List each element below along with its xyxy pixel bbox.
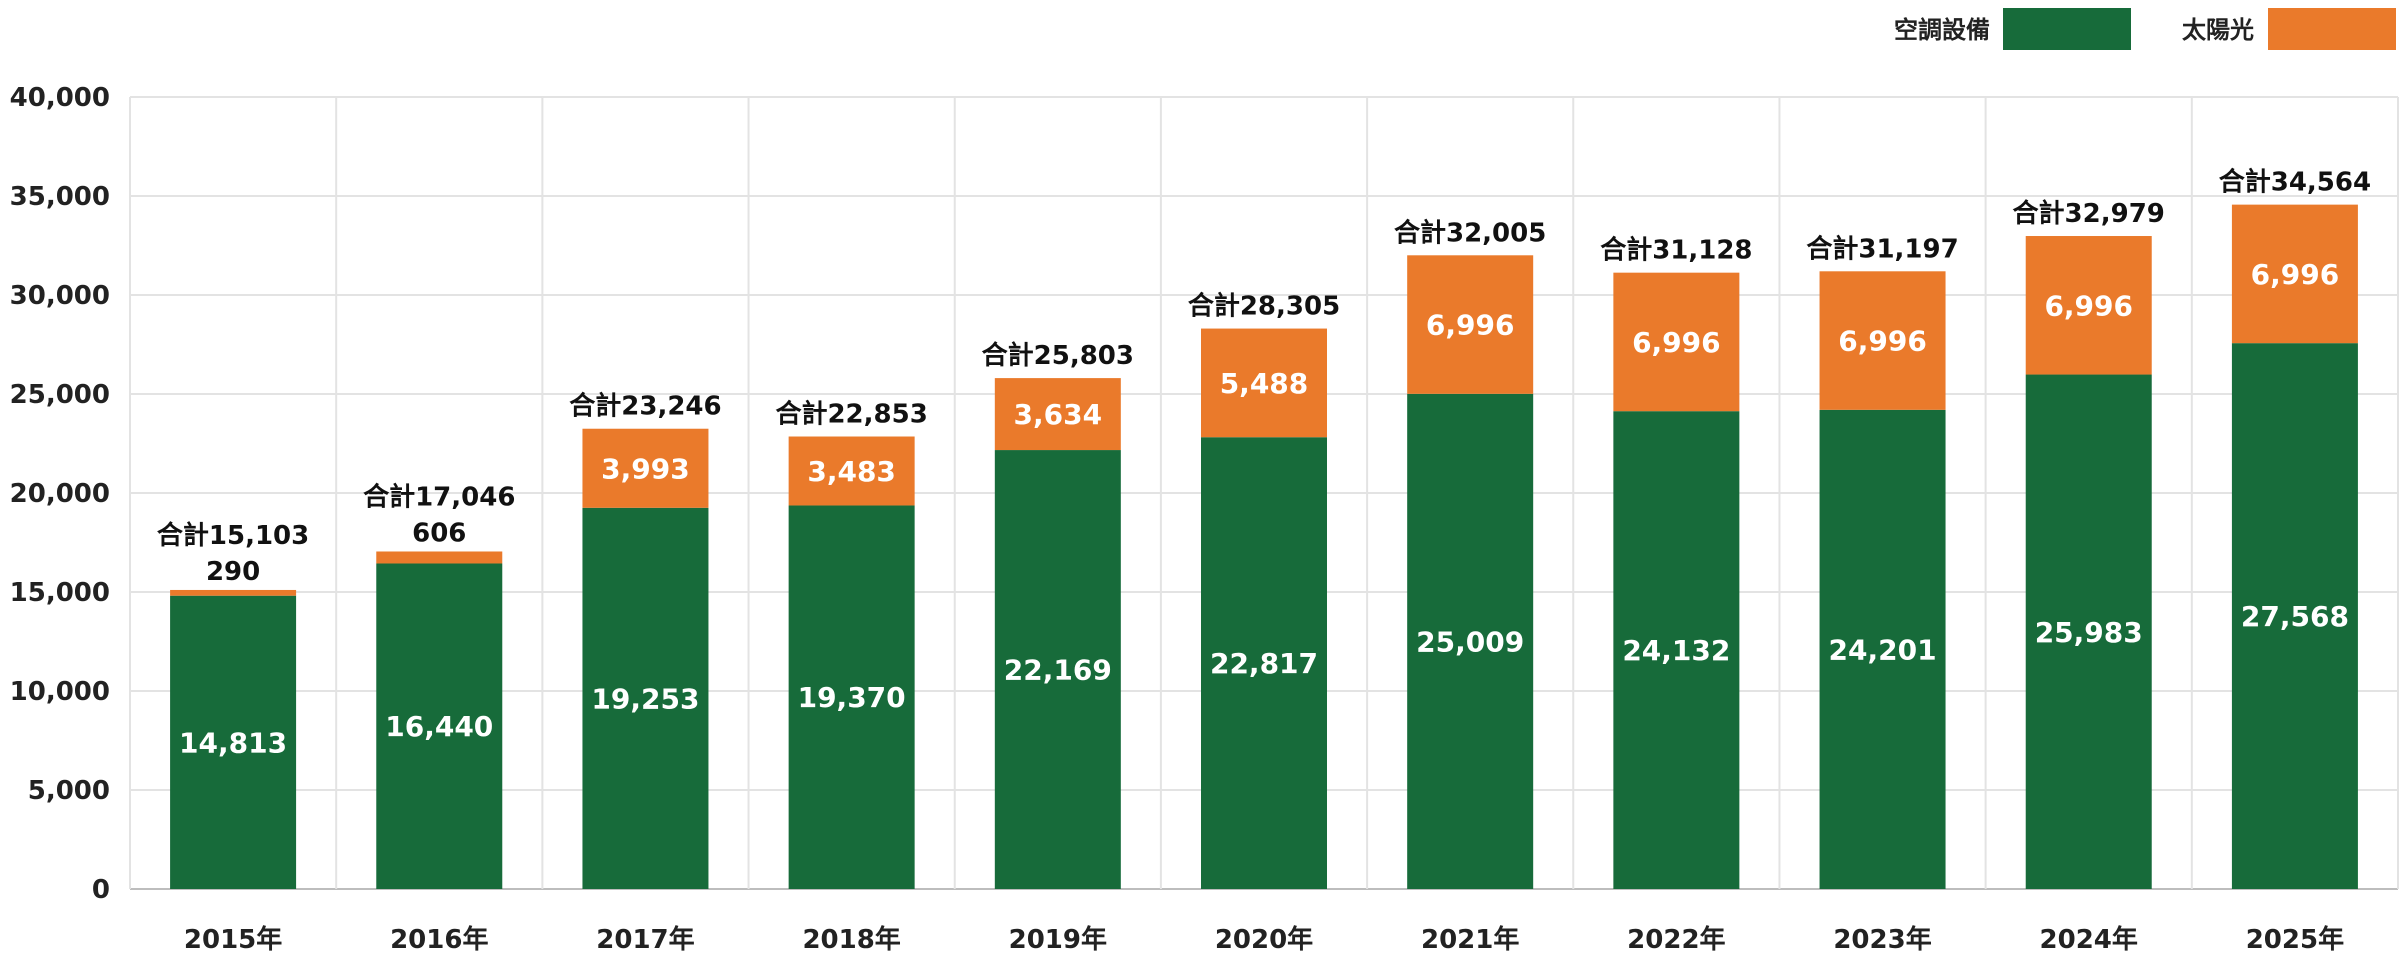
data-label-solar: 606	[412, 518, 466, 548]
total-label: 合計15,103	[157, 520, 309, 551]
data-label-solar: 5,488	[1220, 367, 1309, 400]
bar-segment-solar	[788, 436, 915, 506]
data-label-aircon: 19,253	[591, 682, 699, 715]
data-label-aircon: 24,132	[1622, 634, 1730, 667]
y-tick-label: 25,000	[10, 380, 110, 410]
bar-segment-solar	[1819, 271, 1946, 410]
bar-segment-aircon	[376, 563, 503, 889]
y-tick-label: 20,000	[10, 479, 110, 509]
x-tick-label: 2019年	[1009, 924, 1107, 955]
x-tick-label: 2016年	[390, 924, 488, 955]
y-tick-label: 30,000	[10, 281, 110, 311]
y-tick-label: 40,000	[10, 83, 110, 113]
legend-swatch-aircon	[2003, 8, 2131, 50]
bar-segment-solar	[170, 589, 297, 596]
y-tick-label: 15,000	[10, 578, 110, 608]
x-tick-label: 2015年	[184, 924, 282, 955]
data-label-solar: 3,634	[1014, 398, 1103, 431]
data-label-solar: 6,996	[1426, 309, 1515, 342]
bar-segment-aircon	[994, 450, 1121, 889]
data-label-solar: 6,996	[1838, 325, 1927, 358]
x-tick-label: 2022年	[1627, 924, 1725, 955]
legend-swatch-solar	[2268, 8, 2396, 50]
bar-segment-solar	[2231, 204, 2358, 344]
x-tick-label: 2023年	[1833, 924, 1931, 955]
bar-segment-solar	[2025, 236, 2152, 375]
bar-segment-aircon	[2231, 343, 2358, 890]
y-tick-label: 0	[92, 875, 110, 905]
data-label-aircon: 24,201	[1829, 633, 1937, 666]
data-label-aircon: 27,568	[2241, 600, 2349, 633]
legend-label-aircon: 空調設備	[1894, 16, 1990, 44]
bar-segment-solar	[1201, 328, 1327, 438]
bar-segment-aircon	[582, 507, 709, 889]
bar-segment-aircon	[1201, 437, 1327, 889]
bars	[170, 204, 2358, 890]
data-label-solar: 3,993	[601, 452, 690, 485]
bar-segment-solar	[1613, 272, 1740, 412]
total-label: 合計23,246	[569, 391, 721, 422]
data-label-aircon: 22,169	[1004, 654, 1112, 687]
data-label-aircon: 22,817	[1210, 647, 1318, 680]
x-tick-label: 2025年	[2246, 924, 2344, 955]
total-label: 合計17,046	[363, 481, 515, 512]
y-tick-label: 5,000	[28, 776, 110, 806]
data-label-aircon: 25,983	[2035, 616, 2143, 649]
value-labels: 14,813 290 合計15,103 16,440 606 合計17,046 19,253…	[157, 167, 2371, 760]
total-label: 合計34,564	[2219, 167, 2371, 198]
bar-segment-solar	[376, 551, 503, 564]
x-tick-label: 2021年	[1421, 924, 1519, 955]
bar-segment-solar	[582, 428, 709, 508]
total-label: 合計32,979	[2013, 198, 2165, 229]
bar-segment-aircon	[788, 505, 915, 889]
data-label-solar: 3,483	[807, 455, 896, 488]
x-tick-label: 2017年	[596, 924, 694, 955]
y-tick-label: 35,000	[10, 182, 110, 212]
x-tick-label: 2018年	[802, 924, 900, 955]
bar-segment-aircon	[2025, 374, 2152, 889]
legend-label-solar: 太陽光	[2182, 16, 2254, 44]
total-label: 合計28,305	[1188, 291, 1340, 322]
bar-segment-aircon	[1613, 411, 1740, 889]
data-label-solar: 6,996	[1632, 326, 1721, 359]
bar-segment-solar	[1407, 255, 1534, 394]
x-axis: 2015年 2016年 2017年 2018年 2019年 2020年 2021年 2022年…	[184, 924, 2344, 955]
total-label: 合計32,005	[1394, 217, 1546, 248]
data-label-aircon: 16,440	[385, 710, 493, 743]
bar-segment-solar	[994, 378, 1121, 451]
total-label: 合計31,128	[1600, 235, 1752, 266]
total-label: 合計25,803	[982, 340, 1134, 371]
bar-segment-aircon	[1407, 393, 1534, 889]
data-label-aircon: 19,370	[798, 681, 906, 714]
data-label-solar: 6,996	[2044, 289, 2133, 322]
data-label-solar: 6,996	[2251, 258, 2340, 291]
legend: 空調設備 太陽光	[1894, 8, 2396, 50]
y-axis: 0 5,000 10,000 15,000 20,000 25,000 30,000 35,0…	[10, 83, 110, 905]
y-tick-label: 10,000	[10, 677, 110, 707]
data-label-aircon: 14,813	[179, 726, 287, 759]
total-label: 合計31,197	[1806, 233, 1958, 264]
data-label-solar: 290	[206, 557, 260, 587]
x-tick-label: 2020年	[1215, 924, 1313, 955]
x-tick-label: 2024年	[2040, 924, 2138, 955]
data-label-aircon: 25,009	[1416, 625, 1524, 658]
bar-segment-aircon	[170, 595, 297, 889]
bar-segment-aircon	[1819, 409, 1946, 889]
total-label: 合計22,853	[775, 399, 927, 430]
